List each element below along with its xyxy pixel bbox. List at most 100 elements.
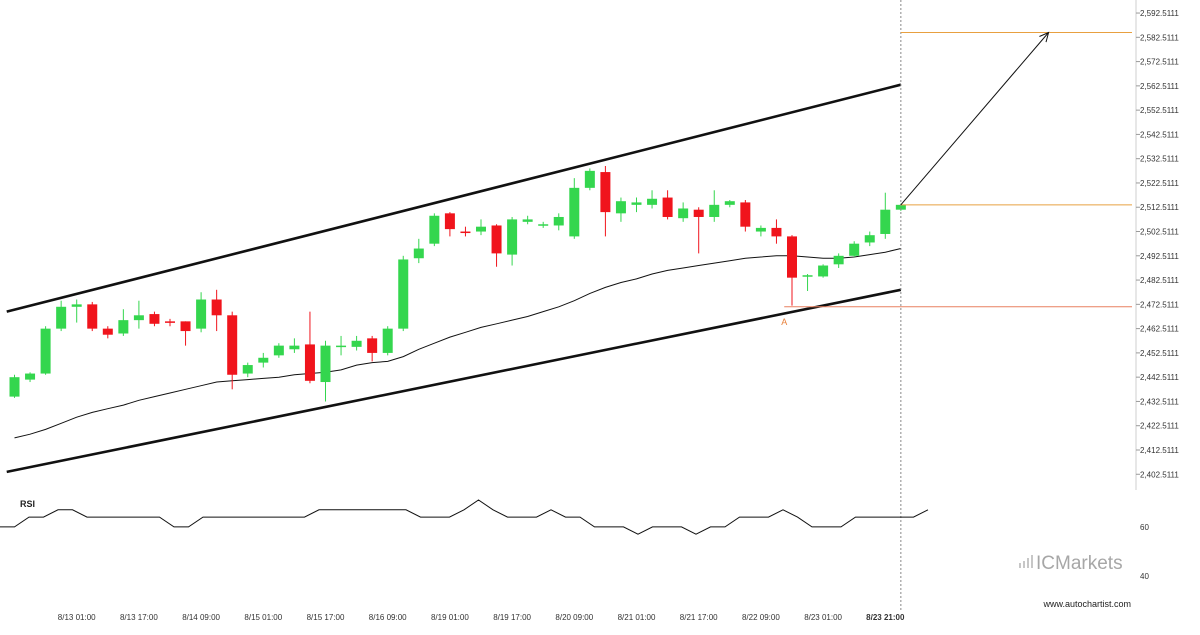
candle <box>413 238 424 264</box>
candle-body <box>133 315 144 321</box>
forecast-arrow-line <box>900 32 1049 206</box>
candle-body <box>569 187 580 237</box>
candle-body <box>476 226 486 232</box>
candle-body <box>880 209 891 234</box>
candle <box>522 215 533 225</box>
rsi-tick-label: 40 <box>1140 572 1149 581</box>
candle-body <box>895 204 906 210</box>
candle-body <box>196 299 207 329</box>
candle <box>553 213 564 231</box>
candle <box>584 168 595 191</box>
candle <box>196 292 207 333</box>
y-tick-label: 2,502.5111 <box>1140 228 1179 237</box>
candle <box>864 231 875 247</box>
candle <box>600 166 611 237</box>
candle-body <box>755 227 766 232</box>
candle <box>755 225 766 237</box>
y-tick-label: 2,442.5111 <box>1140 373 1179 382</box>
candle-body <box>227 315 238 375</box>
rsi-line <box>0 499 929 535</box>
y-tick-label: 2,562.5111 <box>1140 82 1179 91</box>
candle <box>118 309 129 336</box>
rsi-tick-label: 60 <box>1140 523 1149 532</box>
y-tick-label: 2,452.5111 <box>1140 349 1179 358</box>
x-tick-label: 8/15 17:00 <box>307 613 345 622</box>
candle <box>678 202 689 222</box>
pattern-point-label: A <box>781 317 787 327</box>
candle-body <box>584 170 595 188</box>
y-tick-label: 2,422.5111 <box>1140 422 1179 431</box>
candle <box>320 340 331 402</box>
x-tick-label: 8/20 09:00 <box>555 613 593 622</box>
x-tick-label: 8/22 09:00 <box>742 613 780 622</box>
y-tick-label: 2,432.5111 <box>1140 397 1179 406</box>
candle-body <box>320 345 331 383</box>
candle <box>444 212 455 237</box>
candle-body <box>833 255 844 265</box>
candle <box>724 199 735 208</box>
candle <box>771 219 782 244</box>
candle-body <box>102 328 113 335</box>
candle-body <box>818 265 829 277</box>
candle <box>507 216 518 266</box>
candle-body <box>382 328 393 353</box>
candle <box>180 321 191 346</box>
candle <box>304 311 315 384</box>
x-tick-label: 8/21 17:00 <box>680 613 718 622</box>
candle-body <box>149 314 160 324</box>
x-tick-label: 8/23 01:00 <box>804 613 842 622</box>
channel-upper-line <box>6 83 902 313</box>
candle-body <box>787 236 797 278</box>
candle <box>398 255 409 332</box>
forecast-arrow-head <box>1039 31 1050 43</box>
candle <box>149 311 160 327</box>
y-tick-label: 2,582.5111 <box>1140 33 1179 42</box>
y-tick-label: 2,572.5111 <box>1140 58 1179 67</box>
candle-body <box>662 197 673 217</box>
candle-body <box>413 248 424 259</box>
candle-body <box>538 224 549 226</box>
candle <box>491 224 502 267</box>
candle-body <box>724 201 735 205</box>
x-tick-label: 8/15 01:00 <box>244 613 282 622</box>
candle <box>351 335 362 351</box>
candle-body <box>849 243 860 256</box>
candle-body <box>71 304 82 307</box>
candle-body <box>522 219 533 222</box>
candle-body <box>615 201 626 214</box>
x-tick-label: 8/19 17:00 <box>493 613 531 622</box>
candle-body <box>647 198 658 205</box>
candle <box>849 241 860 258</box>
y-tick-label: 2,482.5111 <box>1140 276 1179 285</box>
candle <box>693 207 704 254</box>
candle-body <box>740 202 751 227</box>
candle-body <box>211 299 222 316</box>
candle-body <box>709 204 720 217</box>
candle <box>258 352 269 368</box>
candle <box>71 299 82 323</box>
candle-body <box>165 321 175 323</box>
candle <box>787 235 797 306</box>
x-tick-label: 8/14 09:00 <box>182 613 220 622</box>
candle-body <box>180 321 191 332</box>
source-url: www.autochartist.com <box>1042 599 1131 609</box>
candle-body <box>802 275 813 277</box>
y-tick-label: 2,412.5111 <box>1140 446 1179 455</box>
y-tick-label: 2,472.5111 <box>1140 300 1179 309</box>
candle-body <box>242 365 253 374</box>
candle <box>429 213 440 247</box>
candle <box>133 300 144 329</box>
candle <box>833 253 844 268</box>
brand-name: ICMarkets <box>1036 553 1123 574</box>
candle-body <box>429 215 440 244</box>
candle-body <box>600 172 611 213</box>
x-tick-label: 8/21 01:00 <box>618 613 656 622</box>
y-tick-label: 2,512.5111 <box>1140 203 1179 212</box>
moving-average-line <box>14 248 902 439</box>
candle-body <box>289 345 300 350</box>
candle <box>102 326 113 339</box>
candle-body <box>678 208 689 219</box>
candle <box>25 372 36 383</box>
x-tick-label: 8/13 17:00 <box>120 613 158 622</box>
